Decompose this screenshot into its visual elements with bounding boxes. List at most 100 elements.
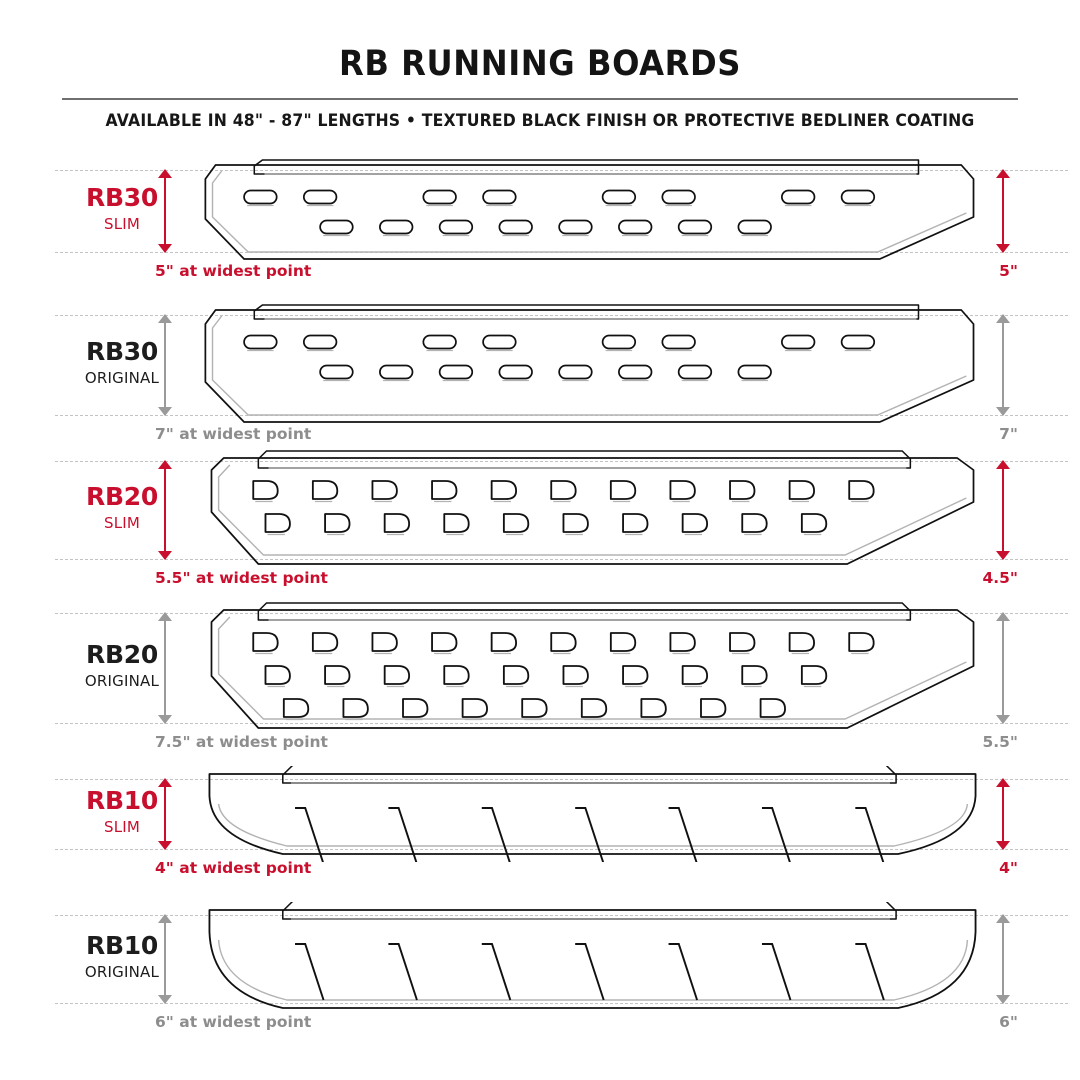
height-caption: 5.5" [982,733,1018,751]
arrow-head-down-icon [996,407,1010,416]
arrow-head-up-icon [996,169,1010,178]
width-caption: 5" at widest point [155,262,312,280]
guide-line-bottom [55,723,1068,724]
width-caption: 7.5" at widest point [155,733,328,751]
height-caption: 5" [999,262,1018,280]
product-row-rb20-slim: RB20 SLIM 5.5" at widest point 4.5" [0,447,1080,597]
product-label: RB30 SLIM [62,185,182,232]
arrow-head-up-icon [996,612,1010,621]
header-divider [62,98,1018,100]
arrow-shaft [1002,613,1004,723]
product-variant: ORIGINAL [84,369,160,387]
product-model: RB10 [86,786,158,815]
product-model: RB10 [86,931,158,960]
dimension-arrow-left [158,314,172,416]
arrow-shaft [164,170,166,252]
page-header: RB RUNNING BOARDS AVAILABLE IN 48" - 87"… [0,0,1080,130]
arrow-head-down-icon [158,995,172,1004]
dimension-arrow-right [996,914,1010,1004]
product-row-rb30-slim: RB30 SLIM 5" at widest point 5" [0,152,1080,297]
arrow-head-down-icon [996,244,1010,253]
page-subtitle: AVAILABLE IN 48" - 87" LENGTHS • TEXTURE… [105,111,975,130]
guide-line-top [55,779,1068,780]
product-model: RB20 [86,640,158,669]
guide-line-bottom [55,559,1068,560]
guide-line-top [55,915,1068,916]
product-row-rb30-original: RB30 ORIGINAL 7" at widest point 7" [0,297,1080,447]
dimension-arrow-left [158,169,172,253]
arrow-shaft [1002,779,1004,849]
arrow-shaft [164,779,166,849]
arrow-shaft [164,613,166,723]
running-board-illustration [185,902,1000,1016]
product-label: RB20 ORIGINAL [62,642,182,689]
dimension-arrow-left [158,914,172,1004]
width-caption: 4" at widest point [155,859,312,877]
dimension-arrow-right [996,169,1010,253]
running-board-illustration [185,448,1000,572]
guide-line-bottom [55,849,1068,850]
arrow-head-up-icon [996,914,1010,923]
product-model: RB30 [86,337,158,366]
guide-line-top [55,315,1068,316]
arrow-head-down-icon [158,715,172,724]
arrow-head-down-icon [158,551,172,560]
height-caption: 6" [999,1013,1018,1031]
running-board-illustration [185,302,1000,428]
arrow-shaft [1002,461,1004,559]
width-caption: 5.5" at widest point [155,569,328,587]
product-label: RB10 SLIM [62,788,182,835]
arrow-shaft [1002,315,1004,415]
arrow-shaft [1002,915,1004,1003]
product-label: RB20 SLIM [62,484,182,531]
arrow-head-down-icon [158,407,172,416]
arrow-head-up-icon [158,169,172,178]
height-caption: 4" [999,859,1018,877]
running-board-illustration [185,157,1000,265]
running-board-illustration [185,766,1000,862]
arrow-head-down-icon [996,715,1010,724]
product-variant: SLIM [103,215,141,233]
guide-line-top [55,613,1068,614]
arrow-head-up-icon [158,612,172,621]
product-row-rb20-original: RB20 ORIGINAL 7.5" at widest point 5.5" [0,597,1080,757]
arrow-shaft [164,915,166,1003]
running-board-illustration [185,600,1000,736]
arrow-head-up-icon [158,460,172,469]
product-variant: SLIM [103,514,141,532]
dimension-arrow-right [996,778,1010,850]
product-label: RB30 ORIGINAL [62,339,182,386]
product-label: RB10 ORIGINAL [62,933,182,980]
dimension-arrow-right [996,314,1010,416]
arrow-shaft [164,461,166,559]
arrow-head-down-icon [158,841,172,850]
width-caption: 7" at widest point [155,425,312,443]
dimension-arrow-left [158,612,172,724]
guide-line-bottom [55,1003,1068,1004]
product-row-rb10-slim: RB10 SLIM 4" at widest point 4" [0,757,1080,897]
arrow-head-down-icon [996,995,1010,1004]
product-row-rb10-original: RB10 ORIGINAL 6" at widest point 6" [0,897,1080,1047]
height-caption: 4.5" [982,569,1018,587]
arrow-head-down-icon [996,551,1010,560]
arrow-shaft [1002,170,1004,252]
arrow-head-up-icon [158,314,172,323]
arrow-head-up-icon [158,778,172,787]
arrow-head-down-icon [996,841,1010,850]
product-variant: ORIGINAL [84,963,160,981]
arrow-shaft [164,315,166,415]
arrow-head-down-icon [158,244,172,253]
arrow-head-up-icon [158,914,172,923]
arrow-head-up-icon [996,778,1010,787]
product-variant: SLIM [103,818,141,836]
height-caption: 7" [999,425,1018,443]
page-title: RB RUNNING BOARDS [338,44,742,84]
dimension-arrow-left [158,778,172,850]
product-variant: ORIGINAL [84,672,160,690]
arrow-head-up-icon [996,460,1010,469]
dimension-arrow-left [158,460,172,560]
product-model: RB20 [86,482,158,511]
width-caption: 6" at widest point [155,1013,312,1031]
product-rows: RB30 SLIM 5" at widest point 5" RB30 ORIGINAL… [0,152,1080,1047]
